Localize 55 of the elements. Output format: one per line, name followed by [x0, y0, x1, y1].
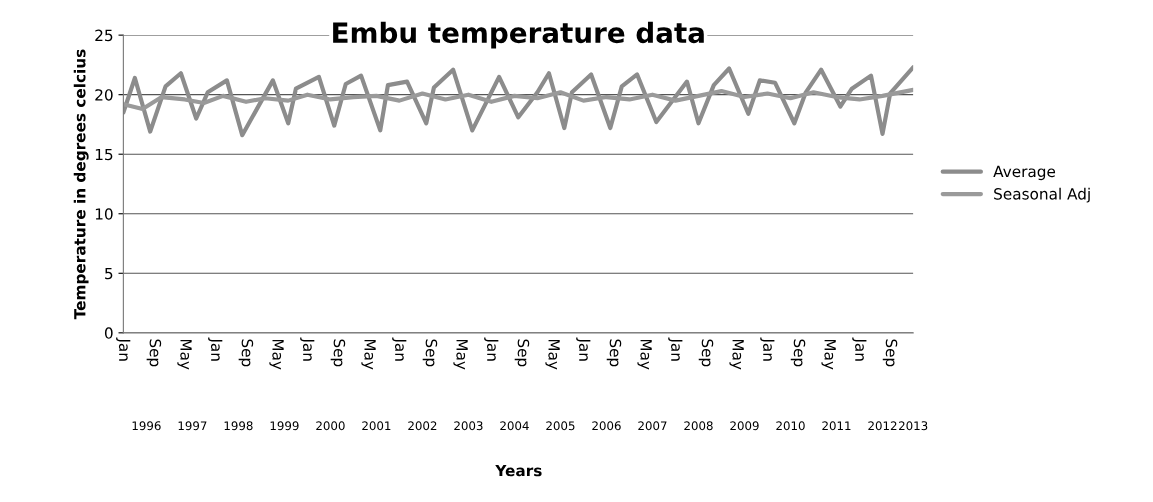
x-tick-label: Jan — [116, 337, 131, 361]
y-tick-label: 5 — [105, 267, 113, 280]
y-tick-label: 25 — [95, 29, 113, 42]
y-tick-label: 15 — [95, 148, 113, 161]
x-tick-label: May — [637, 339, 652, 370]
x2-tick-label: 1997 — [178, 421, 207, 431]
x-tick-label: Sep — [146, 339, 162, 367]
x2-tick-label: 1999 — [270, 421, 299, 431]
x2-tick-label: 2000 — [316, 421, 345, 431]
x-tick-label: Sep — [698, 339, 714, 367]
y-tick-label: 0 — [104, 327, 113, 339]
x-tick-label: Jan — [484, 337, 499, 361]
x2-tick-label: 2006 — [592, 421, 621, 431]
x-tick-label: Jan — [852, 337, 867, 361]
x-tick-label: May — [729, 339, 744, 370]
x-tick-label: Sep — [330, 339, 346, 367]
x-tick-label: Jan — [392, 337, 407, 361]
legend-label: Seasonal Adj — [994, 187, 1090, 203]
x-tick-label: Jan — [668, 337, 683, 361]
x2-tick-label: 2013 — [899, 421, 928, 431]
x-tick-label: May — [821, 339, 836, 370]
y-tick-label: 20 — [95, 89, 113, 101]
x-tick-label: May — [545, 339, 560, 370]
x2-tick-label: 2010 — [776, 421, 805, 431]
x2-tick-label: 2001 — [362, 421, 391, 431]
x2-tick-label: 2012 — [868, 421, 897, 431]
legend-label: Average — [993, 165, 1056, 181]
x-tick-label: Jan — [208, 337, 223, 361]
x2-tick-label: 2002 — [408, 421, 437, 431]
x2-tick-label: 2005 — [546, 421, 575, 431]
x2-tick-label: 2004 — [500, 421, 529, 431]
x2-tick-label: 2011 — [822, 421, 851, 431]
x-tick-label: May — [453, 339, 468, 370]
x-axis-title: Years — [495, 464, 542, 477]
x-tick-label: Sep — [790, 339, 806, 367]
x2-tick-label: 2003 — [454, 421, 483, 431]
x-tick-label: Sep — [238, 339, 254, 367]
x-tick-label: May — [269, 339, 284, 370]
x-tick-label: Sep — [422, 339, 438, 367]
x2-tick-label: 1996 — [132, 421, 161, 431]
x-tick-label: Jan — [576, 337, 591, 361]
x-tick-label: Jan — [760, 337, 775, 361]
x-tick-label: Sep — [514, 339, 530, 367]
x2-tick-label: 2009 — [730, 421, 759, 431]
x-tick-label: May — [177, 339, 192, 370]
y-axis-title: Temperature in degrees celcius — [73, 49, 89, 320]
x-tick-label: May — [361, 339, 376, 370]
x2-tick-label: 1998 — [224, 421, 253, 431]
x2-tick-label: 2008 — [684, 421, 713, 431]
chart-title: Embu temperature data — [333, 21, 704, 49]
x-tick-label: Sep — [606, 339, 622, 367]
x2-tick-label: 2007 — [638, 421, 667, 431]
y-tick-label: 10 — [95, 208, 113, 220]
x-tick-label: Jan — [300, 337, 315, 361]
x-tick-label: Sep — [882, 339, 898, 367]
